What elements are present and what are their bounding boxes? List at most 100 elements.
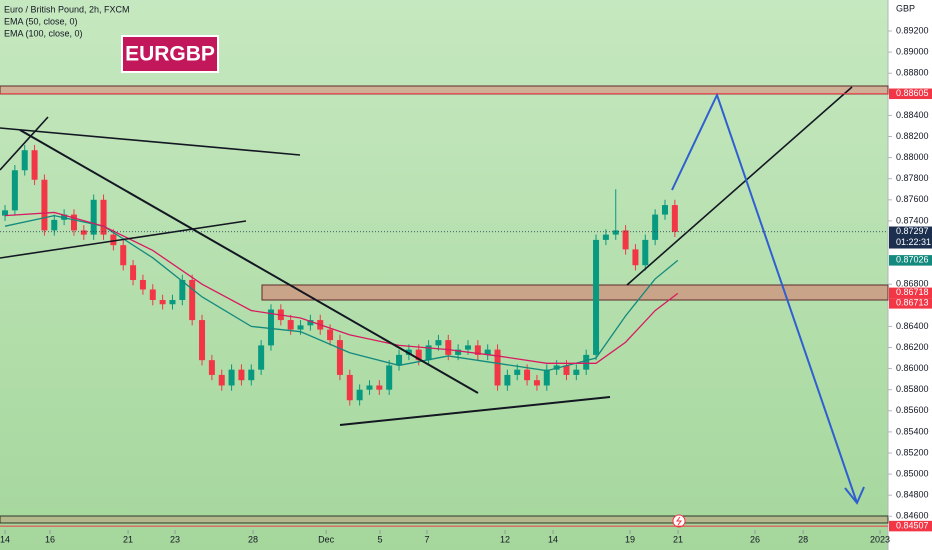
candle-body <box>652 214 659 240</box>
price-label-box <box>889 226 932 249</box>
candle-body <box>602 234 609 240</box>
candle-body <box>130 265 137 280</box>
candle-body <box>632 249 639 266</box>
y-tick-label: 0.88800 <box>896 68 929 78</box>
trendline <box>626 86 853 286</box>
candle-body <box>307 320 314 326</box>
candle-body <box>199 320 206 361</box>
candle-body <box>248 369 255 381</box>
candle-body <box>179 279 186 301</box>
candle-body <box>149 289 156 301</box>
y-axis-unit: GBP <box>896 3 915 13</box>
candle-body <box>120 245 127 266</box>
zones <box>0 85 889 524</box>
y-tick-label: 0.86000 <box>896 363 929 373</box>
candle-body <box>583 354 590 370</box>
candle-body <box>21 150 28 171</box>
legend-entry: EMA (50, close, 0) <box>4 16 78 26</box>
plot <box>2 144 679 406</box>
candle-body <box>464 345 471 350</box>
candle-body <box>671 205 678 232</box>
y-tick-label: 0.85200 <box>896 447 929 457</box>
y-tick-label: 0.89200 <box>896 25 929 35</box>
candle-body <box>51 219 58 231</box>
trendline <box>339 396 611 426</box>
candle-body <box>238 369 245 381</box>
y-tick-label: 0.89000 <box>896 46 929 56</box>
candle-body <box>504 374 511 386</box>
candle-body <box>366 385 373 390</box>
candle-body <box>455 349 462 355</box>
ema-line <box>4 214 679 372</box>
badge-text: EURGBP <box>125 43 215 66</box>
candle-body <box>484 349 491 355</box>
trendline <box>0 116 49 171</box>
y-tick-label: 0.85000 <box>896 468 929 478</box>
candle-body <box>593 239 600 355</box>
x-tick-label: 2023 <box>870 534 890 544</box>
target-zone <box>0 515 889 524</box>
trendline <box>0 220 247 259</box>
candle-body <box>425 345 432 361</box>
candle-body <box>573 369 580 375</box>
candle-body <box>110 234 117 246</box>
x-tick-label: 28 <box>798 534 808 544</box>
candle-body <box>563 365 570 375</box>
candle-body <box>2 210 9 216</box>
candle-body <box>287 320 294 330</box>
candle-body <box>159 300 166 305</box>
price-label: 0.86718 <box>896 287 929 297</box>
candle-body <box>533 380 540 386</box>
y-tick-label: 0.84800 <box>896 490 929 500</box>
candle-body <box>208 360 215 375</box>
x-tick-label: 28 <box>248 534 258 544</box>
candle-body <box>622 230 629 250</box>
candle-body <box>415 349 422 361</box>
candle-body <box>376 385 383 390</box>
price-label: 0.88605 <box>896 88 929 98</box>
candle-body <box>386 365 393 390</box>
resistance-zone <box>0 85 889 95</box>
x-tick-label: 7 <box>425 534 430 544</box>
candle-body <box>218 374 225 386</box>
price-label: 0.84507 <box>896 520 929 530</box>
x-tick-label: 16 <box>45 534 55 544</box>
y-tick-label: 0.86800 <box>896 279 929 289</box>
candle-body <box>228 369 235 386</box>
chart-title: Euro / British Pound, 2h, FXCM <box>4 4 130 14</box>
projection-path <box>671 92 858 504</box>
x-tick-label: 23 <box>170 534 180 544</box>
y-tick-label: 0.88400 <box>896 110 929 120</box>
badge <box>123 37 217 71</box>
countdown: 01:22:31 <box>896 237 931 247</box>
candle-body <box>494 349 501 386</box>
candle-body <box>543 369 550 386</box>
candle-body <box>396 354 403 366</box>
candle-body <box>100 199 107 235</box>
candle-body <box>31 150 38 180</box>
candle-body <box>346 374 353 401</box>
plot-background <box>0 0 888 550</box>
y-tick-label: 0.87800 <box>896 173 929 183</box>
x-tick-label: 19 <box>625 534 635 544</box>
candle-body <box>435 340 442 346</box>
price-label: 0.86713 <box>896 298 929 308</box>
y-tick-label: 0.88000 <box>896 152 929 162</box>
trendlines <box>0 86 853 426</box>
candle-body <box>70 214 77 231</box>
candle-body <box>169 300 176 305</box>
y-tick-label: 0.85800 <box>896 384 929 394</box>
y-tick-label: 0.87400 <box>896 215 929 225</box>
x-tick-label: 14 <box>0 534 10 544</box>
candle-body <box>90 199 97 235</box>
candle-body <box>514 369 521 375</box>
support-zone <box>261 284 889 301</box>
x-tick-label: 12 <box>500 534 510 544</box>
event-icon-bolt <box>676 516 682 526</box>
trendline <box>19 129 479 394</box>
candle-body <box>41 179 48 231</box>
legend-entry: EMA (100, close, 0) <box>4 28 83 38</box>
trendline <box>0 127 301 156</box>
candle-body <box>356 389 363 401</box>
